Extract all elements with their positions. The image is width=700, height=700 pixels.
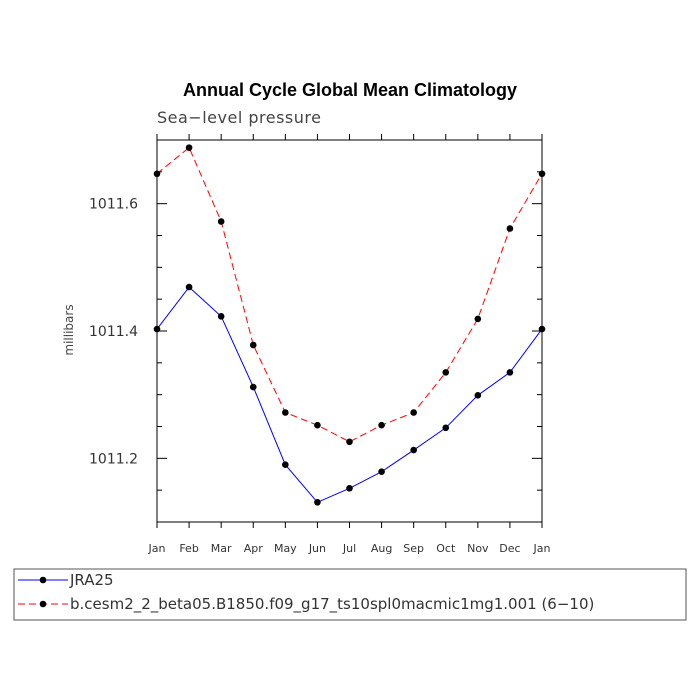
x-tick-label: Jun [308, 542, 326, 555]
legend-label-0: JRA25 [69, 571, 114, 589]
x-tick-label: Mar [211, 542, 232, 555]
legend: JRA25 b.cesm2_2_beta05.B1850.f09_g17_ts10… [18, 571, 594, 614]
chart-subtitle: Sea−level pressure [157, 108, 321, 127]
y-axis-label: millibars [62, 304, 76, 355]
series-1-point [474, 315, 482, 323]
x-tick-label: Sep [403, 542, 424, 555]
tick-labels: Jan Feb Mar Apr May Jun Jul Aug Sep Oct Nov Dec Jan 1… [89, 197, 551, 555]
series-1-point [249, 341, 257, 349]
legend-label-1: b.cesm2_2_beta05.B1850.f09_g17_ts10spl0m… [70, 595, 594, 614]
x-tick-label: Jan [148, 542, 166, 555]
series-0-point [410, 446, 417, 454]
x-tick-label: Aug [371, 542, 392, 555]
series-0-point [474, 392, 482, 399]
series-1-point [314, 421, 321, 429]
x-tick-label: Apr [244, 542, 264, 555]
y-tick-label: 1011.6 [89, 197, 138, 213]
x-tick-label: Feb [179, 542, 198, 555]
series-0-point [153, 325, 161, 333]
series-0-point [217, 313, 225, 320]
series-1-point [217, 218, 225, 225]
series-1-point [442, 369, 450, 376]
series-1-point [185, 144, 193, 151]
series-0-point [538, 325, 546, 333]
series-0-point [506, 369, 514, 376]
series-1-point [506, 225, 514, 232]
axes-ticks [156, 134, 543, 528]
series-1-point [346, 438, 353, 446]
series-1-point [538, 170, 546, 178]
x-tick-label: May [274, 542, 297, 555]
x-tick-label: Oct [436, 542, 456, 555]
chart-title: Annual Cycle Global Mean Climatology [183, 80, 517, 100]
series-0-point [314, 498, 321, 506]
series-0-point [442, 424, 450, 432]
series-0-point [378, 468, 385, 476]
legend-box [13, 568, 687, 621]
legend-marker-1 [39, 600, 47, 608]
series-0-point [346, 484, 353, 492]
series-1-point [410, 409, 417, 416]
series-1-point [378, 421, 385, 429]
x-tick-label: Dec [499, 542, 520, 555]
x-tick-label: Jul [342, 542, 356, 555]
y-tick-label: 1011.2 [89, 451, 138, 467]
series-1-point [153, 170, 161, 178]
legend-marker-0 [39, 576, 47, 584]
x-tick-label: Nov [467, 542, 489, 555]
series-1-point [282, 409, 289, 416]
y-tick-label: 1011.4 [89, 324, 138, 340]
series-group [153, 144, 546, 506]
series-0-point [185, 283, 193, 291]
series-0-point [282, 461, 289, 469]
x-tick-label: Jan [533, 542, 551, 555]
series-0-point [249, 383, 257, 391]
